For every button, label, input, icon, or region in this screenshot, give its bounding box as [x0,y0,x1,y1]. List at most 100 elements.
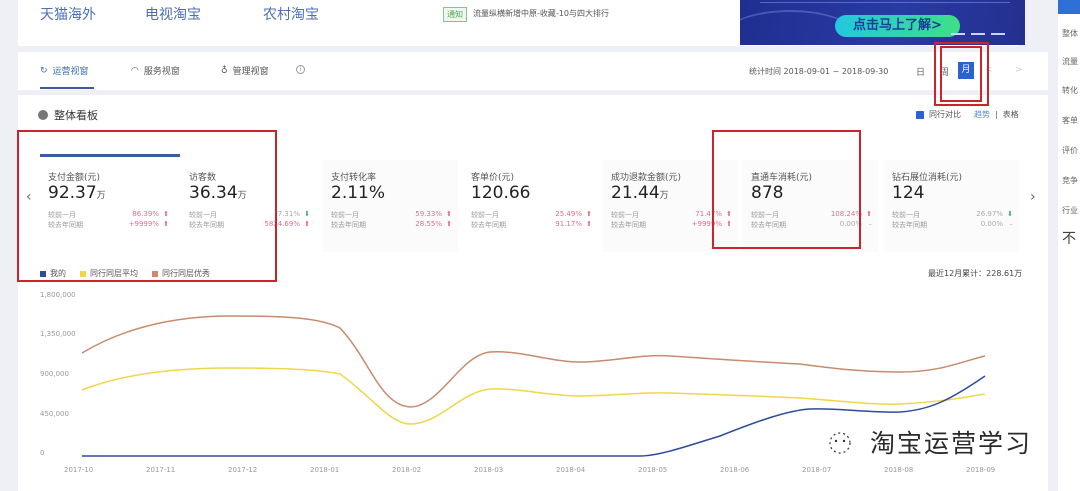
metric-card-diamond-booth-spend[interactable]: 钻石展位消耗(元) 124 较前一月 26.97% ⬇ 较去年同期 0.00% – [884,160,1019,252]
overview-dashboard: 整体看板 同行对比 趋势 | 表格 ‹ › 支付金额(元) 92.37万 较前一… [18,95,1048,491]
svg-text:2018-09: 2018-09 [966,466,995,474]
arrow-up-icon: ⬆ [586,220,592,228]
side-nav-item[interactable]: 评价 [1062,146,1078,155]
svg-text:2017-11: 2017-11 [146,466,175,474]
metric-value: 92.37万 [48,183,106,203]
trend-view-toggle[interactable]: 趋势 [974,110,990,119]
metric-label: 钻石展位消耗(元) [892,173,963,183]
compare-prev-month: 较前一月 59.33% ⬆ [331,210,452,219]
metric-label: 直通车消耗(元) [751,173,813,183]
metric-value: 878 [751,183,784,203]
link-tv-taobao[interactable]: 电视淘宝 [145,7,201,23]
watermark-text: 淘宝运营学习 [870,429,1033,458]
side-nav-item[interactable]: 流量 [1062,57,1078,66]
arrow-up-icon: ⬆ [726,210,732,218]
arrow-down-icon: ⬇ [304,210,310,218]
svg-text:2018-06: 2018-06 [720,466,750,474]
view-tabs: ↻ 运营视窗 ◠ 服务视窗 ♁ 管理视窗 i 统计时间 2018-09-01 ~… [18,52,1048,90]
metric-value: 21.44万 [611,183,669,203]
link-tmall-overseas[interactable]: 天猫海外 [40,7,96,23]
metric-label: 访客数 [189,173,217,183]
arrow-up-icon: ⬆ [586,210,592,218]
legend-item-peer-excellent[interactable]: 同行同层优秀 [152,268,210,279]
promo-banner[interactable]: 点击马上了解> [740,0,1025,45]
notice-text[interactable]: 流量纵横新增中原-收藏-10与四大排行 [473,9,609,18]
banner-decoration [760,2,1010,3]
metric-card-conversion-rate[interactable]: 支付转化率 2.11% 较前一月 59.33% ⬆ 较去年同期 28.55% ⬆ [323,160,458,252]
industry-compare-checkbox[interactable] [916,110,924,119]
right-side-nav: 整体 流量 转化 客单 评价 竞争 行业 不 [1058,0,1080,491]
compare-last-year: 较去年同期 5824.69% ⬆ [189,220,310,229]
y-tick: 0 [40,449,44,457]
arrow-up-icon: ⬆ [163,220,169,228]
banner-wave-decoration [740,10,860,45]
compare-prev-month: 较前一月 25.49% ⬆ [471,210,592,219]
svg-text:2017-10: 2017-10 [64,466,93,474]
compare-last-year: 较去年同期 +9999% ⬆ [48,220,169,229]
x-axis-labels: 2017-10 2017-11 2017-12 2018-01 2018-02 … [64,466,995,474]
compare-prev-month: 较前一月 7.31% ⬇ [189,210,310,219]
compare-last-year: 较去年同期 28.55% ⬆ [331,220,452,229]
tab-label: 服务视窗 [143,67,180,77]
legend-item-peer-average[interactable]: 同行同层平均 [80,268,138,279]
y-tick: 450,000 [40,410,69,418]
industry-compare-label[interactable]: 同行对比 [929,110,961,119]
legend-item-mine[interactable]: 我的 [40,268,66,279]
metric-label: 支付转化率 [331,173,377,183]
compare-prev-month: 较前一月 86.39% ⬆ [48,210,169,219]
info-icon[interactable]: i [296,65,305,74]
compare-prev-month: 较前一月 71.47% ⬆ [611,210,732,219]
industry-compare-controls: 同行对比 趋势 | 表格 [916,109,1019,120]
compare-last-year: 较去年同期 0.00% – [892,220,1014,229]
compare-last-year: 较去年同期 0.00% – [751,220,872,229]
compare-prev-month: 较前一月 108.24% ⬆ [751,210,872,219]
metric-label: 支付金额(元) [48,173,101,183]
metric-card-payment-amount[interactable]: 支付金额(元) 92.37万 较前一月 86.39% ⬆ 较去年同期 +9999% ⬆ [40,160,175,252]
metric-card-avg-order-value[interactable]: 客单价(元) 120.66 较前一月 25.49% ⬆ 较去年同期 91.17% ⬆ [463,160,598,252]
side-nav-item[interactable]: 客单 [1062,116,1078,125]
metric-cards: ‹ › 支付金额(元) 92.37万 较前一月 86.39% ⬆ 较去年同期 +999… [18,145,1048,260]
metric-label: 成功退款金额(元) [611,173,682,183]
metrics-next-arrow[interactable]: › [1030,189,1036,205]
series-mine [82,375,986,457]
arrow-down-icon: ⬇ [1007,210,1013,218]
tab-management[interactable]: ♁ 管理视窗 [221,64,269,78]
side-nav-item[interactable]: 竞争 [1062,176,1078,185]
side-nav-item[interactable]: 不 [1062,231,1076,247]
period-month-button[interactable]: 月 [958,62,974,79]
side-nav-item[interactable]: 转化 [1062,86,1078,95]
side-nav-header [1058,0,1080,14]
metric-card-visitors[interactable]: 访客数 36.34万 较前一月 7.31% ⬇ 较去年同期 5824.69% ⬆ [181,160,316,252]
tab-service[interactable]: ◠ 服务视窗 [131,64,180,78]
shield-icon: ♁ [221,65,228,76]
date-range: 统计时间 2018-09-01 ~ 2018-09-30 [749,67,889,76]
banner-carousel-dots[interactable] [945,20,1005,39]
metric-card-ztc-spend[interactable]: 直通车消耗(元) 878 较前一月 108.24% ⬆ 较去年同期 0.00% – [743,160,878,252]
link-rural-taobao[interactable]: 农村淘宝 [263,7,319,23]
dash-icon: – [1009,220,1014,228]
layers-icon [38,110,48,120]
svg-text:2018-07: 2018-07 [802,466,831,474]
banner-learn-more-button[interactable]: 点击马上了解> [835,15,960,37]
twelve-month-total: 最近12月累计：228.61万 [928,269,1023,278]
arrow-up-icon: ⬆ [304,220,310,228]
metrics-prev-arrow[interactable]: ‹ [26,189,32,205]
series-peer-excellent [81,315,986,408]
notice-tag: 通知 [443,7,467,22]
compare-last-year: 较去年同期 91.17% ⬆ [471,220,592,229]
next-period-button[interactable]: > [1015,65,1023,75]
tab-operations[interactable]: ↻ 运营视窗 [40,64,89,78]
highlight-box [17,130,277,282]
svg-text:2018-01: 2018-01 [310,466,339,474]
arrow-up-icon: ⬆ [866,210,872,218]
metric-card-refund-amount[interactable]: 成功退款金额(元) 21.44万 较前一月 71.47% ⬆ 较去年同期 +9999%… [603,160,738,252]
period-day-button[interactable]: 日 [916,68,926,78]
panel-title: 整体看板 [38,107,98,123]
side-nav-item[interactable]: 整体 [1062,29,1078,38]
side-nav-item[interactable]: 行业 [1062,206,1078,215]
table-view-toggle[interactable]: 表格 [1002,110,1019,119]
period-week-button[interactable]: 周 [940,68,950,78]
selected-metric-indicator [40,154,180,157]
tab-label: 管理视窗 [232,67,269,77]
